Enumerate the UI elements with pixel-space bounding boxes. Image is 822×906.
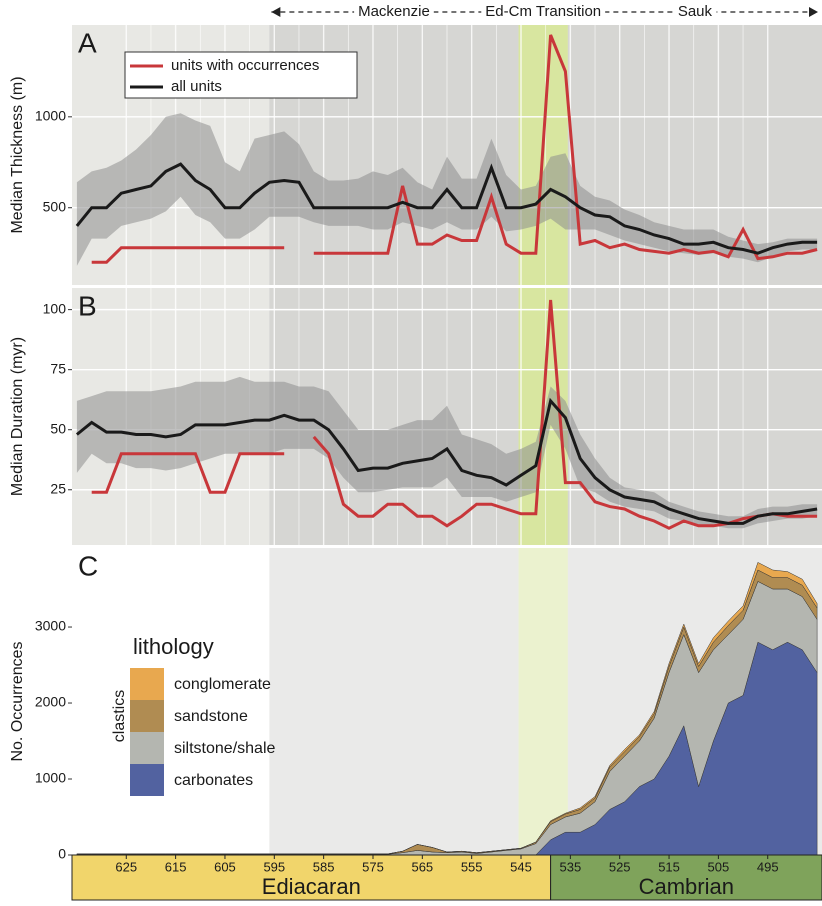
y-tick-label: 25 (50, 480, 66, 496)
x-tick-label: 555 (461, 859, 483, 874)
interval-label: Sauk (678, 3, 713, 20)
legend-label: sandstone (174, 708, 248, 725)
legend-swatch (130, 668, 164, 700)
label-background (481, 2, 606, 20)
series-line (91, 299, 818, 530)
arrow-head (271, 7, 281, 17)
interval-shade (567, 288, 822, 545)
x-tick-label: 565 (411, 859, 433, 874)
series-line (75, 162, 818, 255)
interval-label: Mackenzie (358, 3, 430, 20)
period-name: Ediacaran (262, 874, 361, 899)
legend-box (124, 51, 358, 99)
panel-label: B (78, 290, 97, 321)
panel-label: A (78, 27, 97, 58)
area-layer (76, 562, 818, 855)
period-box (71, 854, 552, 901)
legend-swatch (130, 700, 164, 732)
y-tick-label: 100 (43, 300, 67, 316)
y-tick-label: 0 (58, 846, 66, 862)
y-tick-label: 500 (43, 198, 67, 214)
x-tick-label: 525 (609, 859, 631, 874)
y-tick-label: 75 (50, 360, 66, 376)
x-tick-label: 615 (165, 859, 187, 874)
x-tick-label: 535 (560, 859, 582, 874)
legend-label: units with occurrences (171, 57, 319, 74)
x-tick-label: 495 (757, 859, 779, 874)
x-tick-label: 595 (263, 859, 285, 874)
x-tick-label: 545 (510, 859, 532, 874)
x-tick-label: 505 (708, 859, 730, 874)
x-tick-label: 625 (115, 859, 137, 874)
label-background (354, 2, 434, 20)
y-axis-title: Median Thickness (m) (9, 76, 26, 233)
interval-shade (269, 548, 519, 855)
interval-label: Ed-Cm Transition (485, 3, 601, 20)
x-tick-label: 575 (362, 859, 384, 874)
legend-group-label: clastics (111, 690, 128, 742)
legend-label: conglomerate (174, 676, 271, 693)
legend-label: siltstone/shale (174, 740, 275, 757)
legend-label: all units (171, 78, 222, 95)
series-line (75, 397, 818, 525)
legend-title: lithology (133, 634, 214, 659)
y-tick-label: 2000 (35, 694, 66, 710)
y-tick-label: 1000 (35, 770, 66, 786)
period-name: Cambrian (639, 874, 734, 899)
y-axis-title: Median Duration (myr) (9, 337, 26, 496)
interval-shade (518, 548, 568, 855)
legend-label: carbonates (174, 772, 253, 789)
x-tick-label: 585 (313, 859, 335, 874)
y-axis-title: No. Occurrences (9, 641, 26, 761)
legend-swatch (130, 732, 164, 764)
panel-label: C (78, 550, 98, 581)
x-tick-label: 605 (214, 859, 236, 874)
arrow-head (809, 7, 818, 17)
period-box (550, 854, 822, 901)
x-tick-label: 515 (658, 859, 680, 874)
label-background (673, 2, 717, 20)
legend-swatch (130, 764, 164, 796)
y-tick-label: 1000 (35, 108, 66, 124)
y-tick-label: 50 (50, 420, 66, 436)
uncertainty-band (76, 376, 818, 529)
y-tick-label: 3000 (35, 618, 66, 634)
